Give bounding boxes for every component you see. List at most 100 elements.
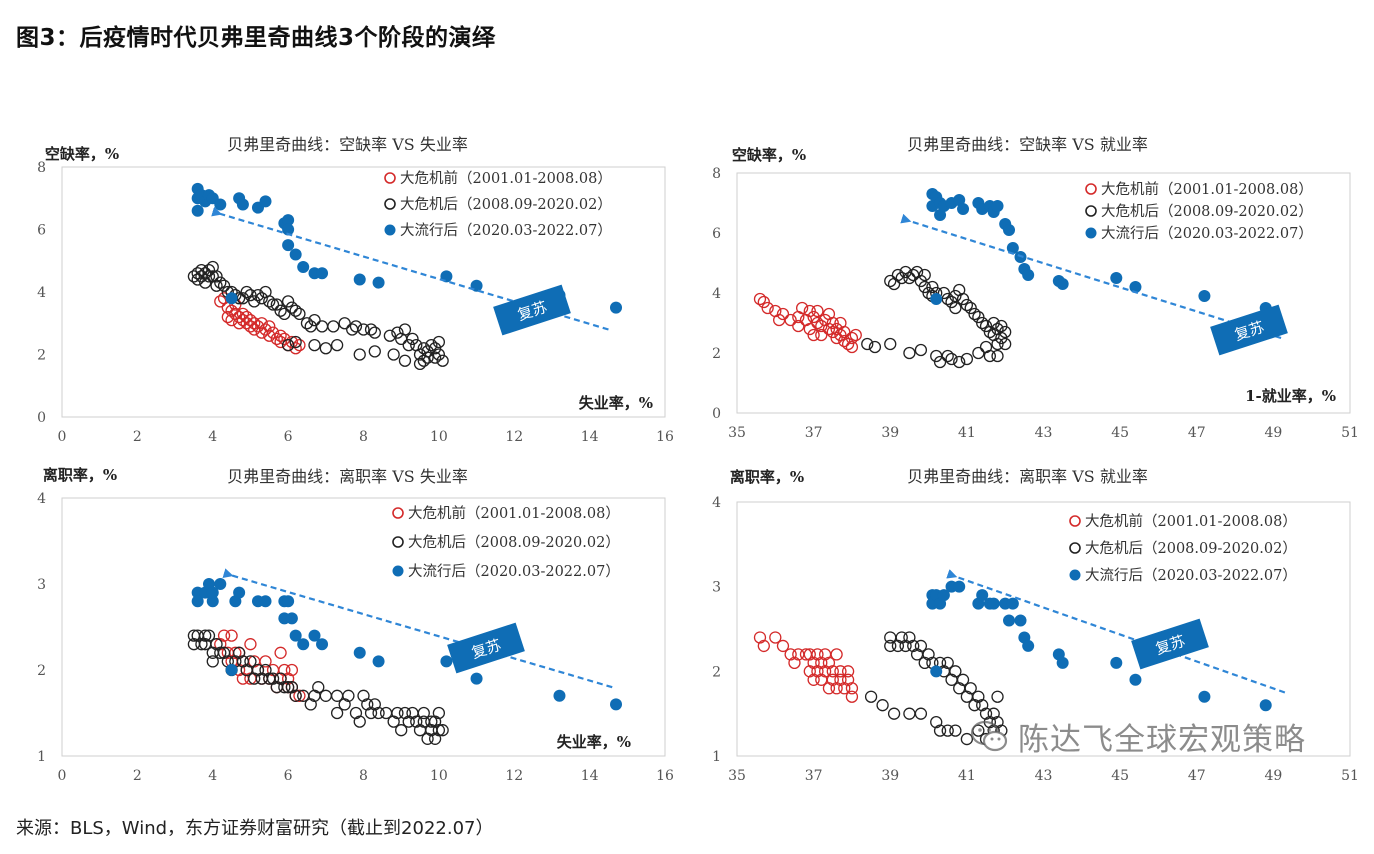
data-point	[891, 639, 905, 653]
data-point	[933, 355, 947, 369]
x-tick-label: 45	[1111, 425, 1129, 441]
data-point	[903, 631, 916, 644]
data-point	[248, 317, 261, 330]
data-point	[830, 682, 843, 695]
data-point	[281, 681, 295, 694]
data-point	[191, 204, 204, 217]
y-axis-label: 空缺率，%	[45, 145, 119, 163]
data-point	[240, 285, 253, 299]
data-point	[841, 665, 855, 678]
x-tick-label: 8	[359, 429, 368, 445]
data-point	[225, 629, 238, 642]
data-point	[845, 690, 859, 703]
data-point	[757, 639, 770, 653]
data-point	[795, 301, 809, 315]
data-point	[945, 295, 958, 309]
chart-panel-quits-vs-unemployment: 贝弗里奇曲线：离职率 VS 失业率 离职率，% 失业率，% 0 2 4 6 8 10 12 14 16…	[0, 462, 687, 792]
x-tick-label: 51	[1341, 768, 1359, 784]
data-point	[769, 631, 782, 644]
data-point	[807, 673, 820, 686]
data-point	[972, 310, 985, 324]
data-point	[914, 707, 928, 720]
data-point	[753, 631, 767, 644]
x-tick-label: 35	[728, 425, 746, 441]
data-point	[210, 279, 223, 292]
data-point	[266, 326, 280, 339]
data-point	[383, 329, 397, 342]
data-point	[899, 639, 912, 653]
x-tick-label: 37	[805, 425, 823, 441]
data-point	[233, 586, 246, 599]
data-point	[553, 689, 566, 702]
data-point	[792, 319, 805, 333]
data-point	[274, 646, 287, 659]
data-point	[830, 648, 843, 661]
data-point	[815, 328, 828, 342]
data-point	[776, 639, 790, 653]
data-point	[1056, 656, 1069, 669]
data-point	[214, 578, 227, 590]
data-point	[841, 673, 855, 686]
data-point	[784, 648, 797, 661]
x-tick-label: 12	[505, 768, 523, 784]
legend-label: 大流行后（2020.03-2022.07）	[400, 222, 612, 239]
data-point	[807, 328, 820, 342]
y-tick-label: 8	[37, 160, 46, 176]
data-point	[1056, 278, 1069, 290]
data-point	[834, 328, 847, 342]
x-tick-label: 0	[58, 429, 67, 445]
x-tick-label: 10	[430, 429, 448, 445]
data-point	[391, 326, 404, 339]
data-point	[432, 335, 446, 349]
data-point	[281, 338, 295, 352]
data-point	[995, 331, 1008, 345]
data-point	[1110, 272, 1123, 284]
data-point	[372, 276, 385, 289]
data-point	[428, 351, 442, 364]
x-tick-label: 47	[1188, 425, 1206, 441]
data-point	[930, 293, 943, 305]
data-point	[259, 595, 272, 608]
data-point	[259, 655, 272, 668]
data-point	[953, 194, 966, 206]
data-point	[991, 349, 1004, 363]
data-point	[979, 319, 993, 333]
recovery-arrow	[211, 206, 609, 331]
data-point	[895, 271, 908, 285]
series-pre-crisis	[214, 292, 306, 355]
data-point	[421, 351, 434, 364]
data-point	[259, 323, 272, 336]
y-tick-label: 6	[712, 226, 721, 242]
data-point	[937, 286, 951, 300]
data-point	[368, 326, 381, 339]
data-point	[999, 325, 1012, 339]
annotation-box-bg	[447, 622, 525, 674]
data-point	[270, 298, 283, 311]
data-point	[349, 320, 363, 333]
data-point	[428, 342, 442, 355]
data-point	[330, 706, 344, 720]
data-point	[972, 346, 985, 360]
data-point	[327, 320, 340, 333]
legend-label: 大流行后（2020.03-2022.07）	[1085, 567, 1297, 584]
annotation-box: 复苏	[493, 284, 571, 336]
data-point	[236, 198, 249, 211]
x-tick-label: 43	[1035, 425, 1053, 441]
data-point	[199, 267, 212, 280]
legend-marker	[384, 224, 396, 236]
legend-label: 大危机后（2008.09-2020.02）	[1101, 203, 1313, 220]
data-point	[979, 707, 993, 720]
data-point	[319, 342, 332, 355]
data-point	[214, 276, 227, 289]
y-tick-label: 6	[37, 223, 46, 239]
data-point	[1198, 290, 1211, 302]
data-point	[1110, 656, 1123, 669]
series-pre-crisis	[753, 631, 859, 703]
legend-marker	[1069, 515, 1081, 527]
x-axis-label: 失业率，%	[557, 733, 631, 751]
data-point	[753, 292, 767, 306]
x-tick-label: 49	[1264, 425, 1282, 441]
data-point	[811, 304, 824, 318]
